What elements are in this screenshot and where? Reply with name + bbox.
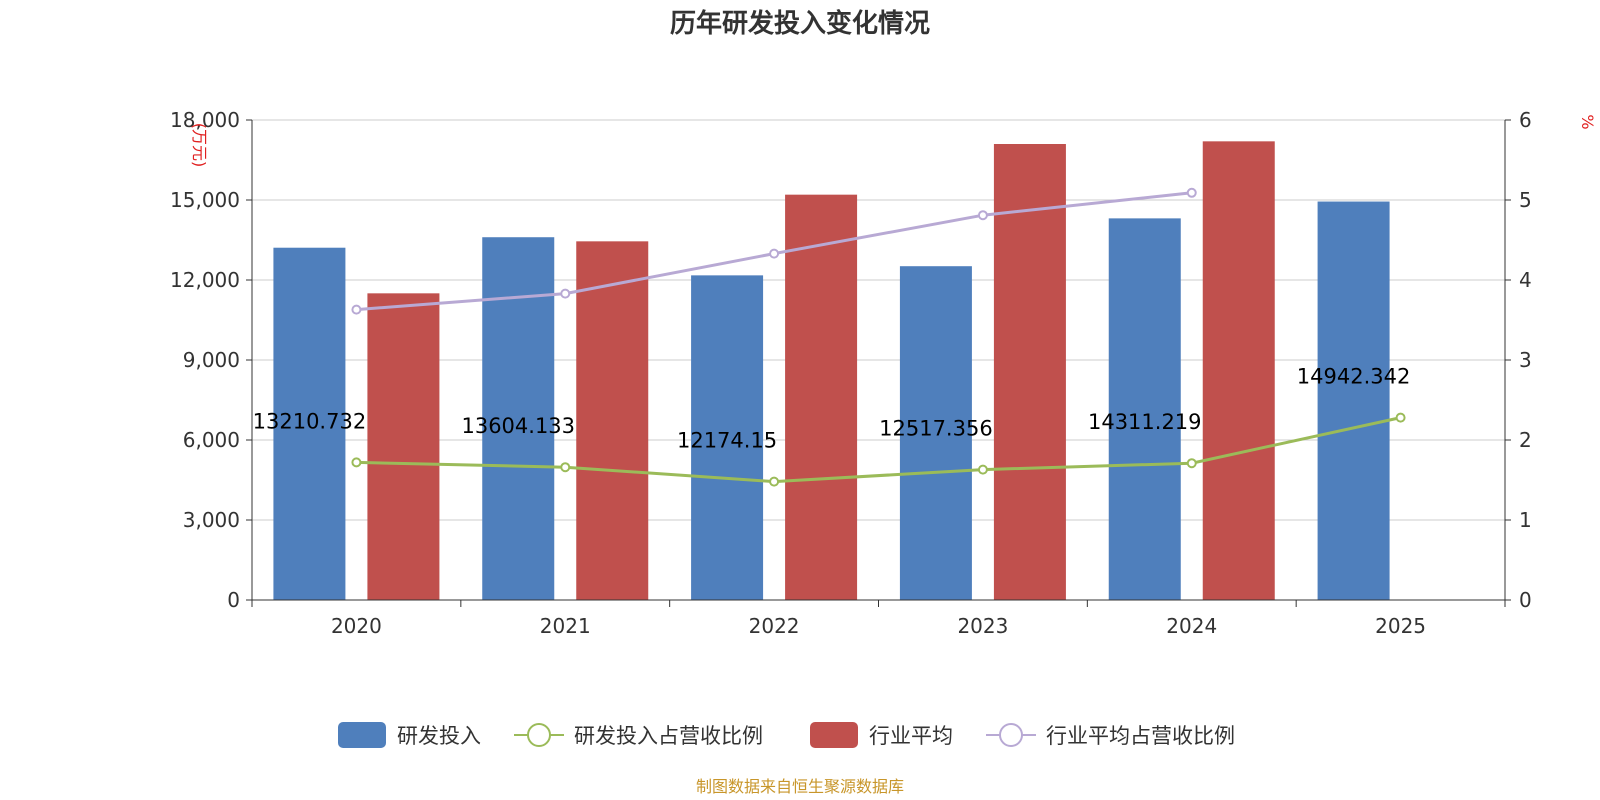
lines <box>351 187 1406 487</box>
axes: 0 3,000 6,000 9,000 12,000 15,000 18,000 0 1 2 3 4 5… <box>170 108 1532 638</box>
data-label-rd-investment: 12174.15 <box>677 429 777 453</box>
point-industry-ratio <box>1186 187 1197 198</box>
point-industry-ratio <box>977 210 988 221</box>
legend-swatch-industry-average[interactable] <box>810 722 858 748</box>
point-industry-ratio <box>351 304 362 315</box>
bar-industry-average <box>993 144 1066 600</box>
x-axis-tick-label: 2022 <box>749 614 800 638</box>
point-rd-ratio <box>1395 412 1406 423</box>
legend-swatch-rd-investment[interactable] <box>338 722 386 748</box>
data-label-rd-investment: 14311.219 <box>1088 410 1202 434</box>
point-rd-ratio <box>769 476 780 487</box>
right-axis-tick-label: 4 <box>1519 268 1532 292</box>
left-axis-tick-label: 18,000 <box>170 108 240 132</box>
legend-marker-industry-ratio[interactable] <box>999 723 1023 747</box>
bar-rd-investment <box>1317 201 1390 601</box>
x-axis-tick-label: 2021 <box>540 614 591 638</box>
bar-rd-investment <box>691 275 764 600</box>
right-axis-tick-label: 1 <box>1519 508 1532 532</box>
data-label-rd-investment: 14942.342 <box>1297 365 1411 389</box>
point-rd-ratio <box>977 464 988 475</box>
legend-label-industry-ratio[interactable]: 行业平均占营收比例 <box>1046 724 1235 748</box>
data-label-rd-investment: 13210.732 <box>253 409 367 433</box>
data-label-rd-investment: 12517.356 <box>879 417 993 441</box>
point-rd-ratio <box>1186 458 1197 469</box>
x-axis-tick-label: 2023 <box>957 614 1008 638</box>
point-industry-ratio <box>560 288 571 299</box>
right-axis-unit: % <box>1578 114 1597 129</box>
legend: 研发投入 研发投入占营收比例 行业平均 行业平均占营收比例 <box>338 722 1235 748</box>
data-labels: 13210.732 13604.133 12174.15 12517.356 14311… <box>253 365 1411 453</box>
source-note: 制图数据来自恒生聚源数据库 <box>696 777 904 796</box>
bar-industry-average <box>576 241 649 601</box>
bars <box>273 141 1390 601</box>
legend-marker-rd-ratio[interactable] <box>527 723 551 747</box>
left-axis-tick-label: 0 <box>227 588 240 612</box>
bar-rd-investment <box>273 247 346 600</box>
x-axis-tick-label: 2024 <box>1166 614 1217 638</box>
data-label-rd-investment: 13604.133 <box>461 414 575 438</box>
right-axis-tick-label: 6 <box>1519 108 1532 132</box>
bar-rd-investment <box>1108 218 1181 600</box>
x-axis-tick-label: 2020 <box>331 614 382 638</box>
right-axis-tick-label: 0 <box>1519 588 1532 612</box>
point-rd-ratio <box>560 462 571 473</box>
chart-title: 历年研发投入变化情况 <box>670 8 930 39</box>
line-rd-ratio <box>356 416 1401 484</box>
legend-label-rd-ratio[interactable]: 研发投入占营收比例 <box>574 724 763 748</box>
left-axis-tick-label: 6,000 <box>183 428 240 452</box>
legend-label-rd-investment[interactable]: 研发投入 <box>397 724 481 748</box>
left-axis-tick-label: 9,000 <box>183 348 240 372</box>
legend-label-industry-average[interactable]: 行业平均 <box>869 724 953 748</box>
left-axis-tick-label: 12,000 <box>170 268 240 292</box>
left-axis-unit: (万元) <box>190 123 209 168</box>
point-rd-ratio <box>351 457 362 468</box>
x-axis-tick-label: 2025 <box>1375 614 1426 638</box>
bar-rd-investment <box>899 266 972 600</box>
bar-industry-average <box>785 194 858 600</box>
right-axis-tick-label: 2 <box>1519 428 1532 452</box>
left-axis-tick-label: 3,000 <box>183 508 240 532</box>
bar-industry-average <box>1202 141 1275 601</box>
bar-industry-average <box>367 293 440 600</box>
left-axis-tick-label: 15,000 <box>170 188 240 212</box>
right-axis-tick-label: 3 <box>1519 348 1532 372</box>
right-axis-tick-label: 5 <box>1519 188 1532 212</box>
gridlines <box>252 119 1505 521</box>
point-industry-ratio <box>769 248 780 259</box>
